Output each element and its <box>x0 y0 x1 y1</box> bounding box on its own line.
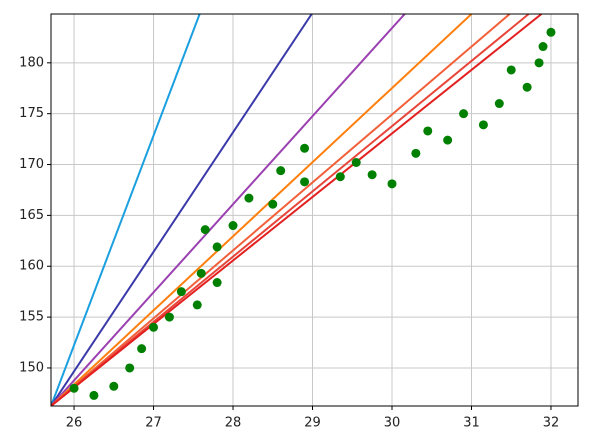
y-tick-label: 150 <box>19 360 44 375</box>
point <box>478 120 488 130</box>
point <box>522 82 532 92</box>
point <box>443 135 453 145</box>
x-tick-label: 32 <box>543 416 560 431</box>
grid <box>51 14 578 406</box>
x-tick-label: 29 <box>304 416 321 431</box>
point <box>367 170 377 180</box>
line <box>51 14 406 406</box>
y-tick-label: 160 <box>19 259 44 274</box>
plot-frame <box>50 13 579 407</box>
y-tick-label: 180 <box>19 55 44 70</box>
tick-labels: 26 27 28 29 30 31 32 150 155 160 165 170 175 180 <box>19 55 559 430</box>
point <box>228 221 238 231</box>
point <box>244 193 254 203</box>
point <box>538 42 548 52</box>
point <box>506 65 516 75</box>
point <box>69 383 79 393</box>
point <box>109 381 119 391</box>
line <box>51 14 511 406</box>
x-tick-label: 30 <box>384 416 401 431</box>
y-tick-label: 155 <box>19 310 44 325</box>
point <box>176 287 186 297</box>
x-tick-label: 28 <box>225 416 242 431</box>
point <box>212 278 222 288</box>
point <box>149 322 159 332</box>
y-tick-label: 170 <box>19 157 44 172</box>
line <box>51 14 543 406</box>
point <box>423 126 433 136</box>
point <box>494 99 504 109</box>
point <box>546 27 556 37</box>
line <box>51 14 201 406</box>
x-tick-label: 31 <box>463 416 480 431</box>
point <box>268 199 278 209</box>
point <box>351 158 361 168</box>
point <box>212 242 222 252</box>
point <box>276 166 286 176</box>
line <box>51 14 530 406</box>
point <box>137 344 147 354</box>
line <box>51 14 473 406</box>
point <box>534 58 544 68</box>
line <box>51 14 313 406</box>
plot-area <box>51 14 556 406</box>
x-tick-label: 26 <box>66 416 83 431</box>
y-tick-label: 165 <box>19 208 44 223</box>
point <box>459 109 469 119</box>
point <box>300 177 310 187</box>
point <box>335 172 345 182</box>
point <box>387 179 397 189</box>
point <box>125 363 135 373</box>
point <box>164 312 174 322</box>
point <box>200 225 210 235</box>
x-tick-label: 27 <box>145 416 162 431</box>
point <box>300 143 310 153</box>
y-tick-label: 175 <box>19 106 44 121</box>
point <box>192 300 202 310</box>
point <box>411 148 421 158</box>
point <box>196 268 206 278</box>
point <box>89 390 99 400</box>
